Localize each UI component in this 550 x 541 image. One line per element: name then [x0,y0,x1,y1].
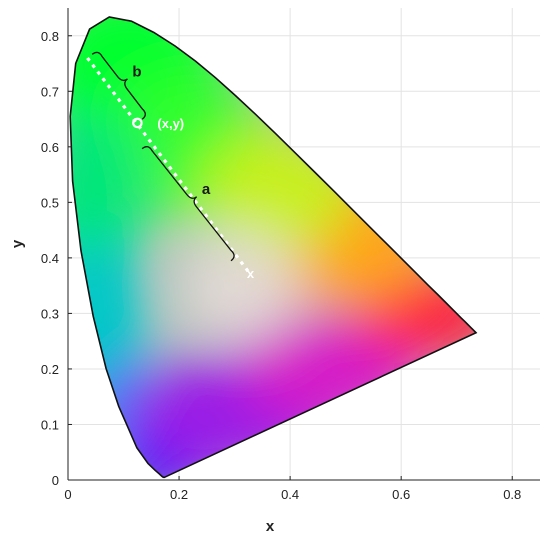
x-tick-label: 0 [64,487,71,502]
x-tick-label: 0.8 [503,487,521,502]
x-axis-title: x [266,518,275,535]
y-tick-label: 0.3 [41,306,59,321]
x-tick-label: 0.6 [392,487,410,502]
y-axis-title: y [9,239,26,248]
dotted-line [86,57,250,273]
white-point-marker: x [247,266,255,281]
y-tick-label: 0.6 [41,140,59,155]
y-tick-label: 0.8 [41,29,59,44]
y-tick-label: 0.5 [41,195,59,210]
y-tick-label: 0.4 [41,251,59,266]
y-tick-label: 0.2 [41,362,59,377]
x-tick-label: 0.4 [281,487,299,502]
brace-a [141,146,235,262]
y-tick-label: 0.1 [41,417,59,432]
gamut-boundary [69,16,478,479]
annotations: b a (x,y) x [86,51,255,281]
point-xy-label: (x,y) [157,116,184,131]
brace-b [91,51,146,120]
axis-ticks: 0 0.2 0.4 0.6 0.8 0 0.1 0.2 0.3 0.4 0.5 0.6 0.7 0.8 [41,29,521,502]
brace-b-label: b [132,64,141,81]
y-tick-label: 0 [52,473,59,488]
brace-a-label: a [202,181,211,198]
y-tick-label: 0.7 [41,84,59,99]
x-tick-label: 0.2 [170,487,188,502]
point-xy-marker [132,117,143,129]
